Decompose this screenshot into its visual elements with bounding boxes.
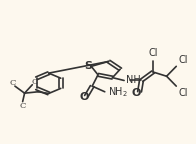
Text: Cl: Cl [148,48,158,58]
Text: C: C [31,78,37,86]
Text: O: O [132,88,141,98]
Text: NH: NH [126,75,140,86]
Text: S: S [84,61,92,71]
Text: C: C [10,79,16,87]
Text: Cl: Cl [178,88,188,97]
Text: Cl: Cl [178,55,188,65]
Text: NH$_2$: NH$_2$ [108,86,128,99]
Text: O: O [79,92,89,102]
Text: C: C [19,102,26,110]
